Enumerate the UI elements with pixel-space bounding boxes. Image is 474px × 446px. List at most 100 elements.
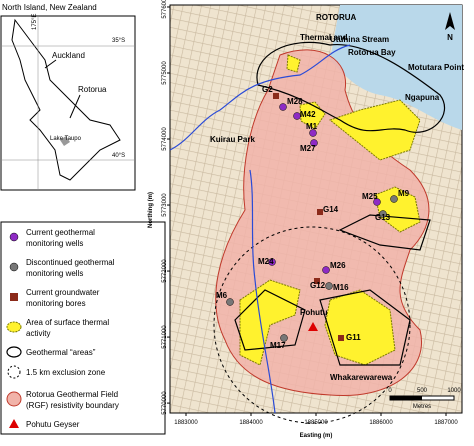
legend-symbol: [6, 391, 22, 407]
y-tick-label: 5776000: [162, 0, 168, 19]
well-marker: [390, 195, 398, 203]
well-marker: [279, 103, 287, 111]
inset-label: 40°S: [112, 153, 125, 159]
place-label: Kuirau Park: [210, 135, 255, 144]
well-marker: [309, 129, 317, 137]
legend-symbol: [6, 321, 22, 333]
y-tick-label: 5773000: [162, 193, 168, 217]
well-label: M17: [270, 341, 286, 350]
x-tick-label: 1883000: [174, 420, 198, 426]
inset-label: 175°E: [32, 14, 38, 30]
legend-symbol: [7, 365, 21, 379]
well-label: G13: [375, 213, 391, 222]
well-label: G2: [262, 85, 273, 94]
place-label: Motutara Point: [408, 63, 464, 72]
y-tick-label: 5770000: [162, 391, 168, 415]
map-marks: 1883000 1884000 1885000 1886000 1887000 57700…: [148, 0, 464, 439]
well-marker: [325, 282, 333, 290]
scale-label: 1000: [447, 388, 461, 394]
x-tick-label: 1887000: [434, 420, 458, 426]
well-marker: [317, 209, 323, 215]
north-island: [11, 18, 121, 181]
legend-label: Rotorua Geothermal Field: [26, 390, 118, 399]
exclusion-zone: [213, 226, 411, 424]
lake-taupo: [60, 136, 70, 146]
well-marker: [338, 335, 344, 341]
x-tick-label: 1885000: [304, 420, 328, 426]
pointer: [44, 59, 57, 69]
inset-label: Rotorua: [78, 85, 107, 94]
y-tick-label: 5774000: [162, 127, 168, 151]
scale-unit: Metres: [413, 404, 431, 410]
place-label: Whakarewarewa: [330, 373, 393, 382]
x-tick-label: 1886000: [369, 420, 393, 426]
inset-label: Auckland: [52, 51, 85, 60]
well-label: M26: [330, 261, 346, 270]
well-label: M16: [333, 283, 349, 292]
legend-label: Geothermal “areas”: [26, 348, 96, 357]
well-label: M25: [362, 192, 378, 201]
well-label: G11: [346, 333, 361, 342]
legend-label: (RGF) resistivity boundary: [26, 401, 119, 410]
legend-frame: [0, 221, 166, 435]
geothermal-area: [234, 41, 446, 366]
y-tick-label: 5772000: [162, 259, 168, 283]
inset-title: North Island, New Zealand: [2, 3, 97, 12]
legend-symbol: [6, 346, 22, 358]
place-label: ROTORUA: [316, 13, 357, 22]
well-label: M28: [287, 97, 303, 106]
well-marker: [310, 139, 318, 147]
scale-bar: [390, 396, 422, 400]
place-label: Utuhina Stream: [330, 35, 389, 44]
place-label: Rotorua Bay: [348, 48, 396, 57]
scale-label: 0: [388, 388, 392, 394]
well-label: G14: [323, 205, 339, 214]
well-label: M24: [258, 257, 274, 266]
well-marker: [226, 298, 234, 306]
well-label: M9: [398, 189, 410, 198]
legend-label: activity: [26, 329, 50, 338]
y-axis-title: Northing (m): [148, 192, 154, 228]
well-label: M6: [216, 291, 228, 300]
legend-symbol: [9, 262, 19, 272]
well-marker: [280, 334, 288, 342]
stream: [169, 44, 351, 414]
legend-symbol: [10, 293, 18, 301]
inset-label: 35°S: [112, 38, 125, 44]
well-label: M1: [306, 122, 318, 131]
legend-label: Current groundwater: [26, 288, 100, 297]
x-tick-label: 1884000: [239, 420, 263, 426]
well-marker: [322, 266, 330, 274]
scale-label: 500: [417, 388, 428, 394]
north-label: N: [447, 33, 453, 42]
well-marker: [379, 210, 387, 218]
well-label: M27: [300, 144, 316, 153]
legend-label: Discontinued geothermal: [26, 258, 115, 267]
place-label: Thermal and: [300, 33, 348, 42]
legend: Current geothermal monitoring wells Discon…: [6, 228, 119, 429]
well-marker: [373, 198, 381, 206]
well-marker: [273, 93, 279, 99]
legend-symbol: [9, 232, 19, 242]
legend-label: Area of surface thermal: [26, 318, 109, 327]
place-label: Ngapuna: [405, 93, 440, 102]
y-tick-label: 5771000: [162, 325, 168, 349]
place-label: Pohutu: [300, 308, 328, 317]
x-axis-title: Easting (m): [300, 433, 333, 439]
well-marker: [268, 258, 276, 266]
map: [169, 4, 463, 424]
north-arrow: [445, 12, 455, 30]
legend-label: monitoring bores: [26, 299, 86, 308]
well-marker: [314, 278, 320, 284]
legend-label: monitoring wells: [26, 269, 83, 278]
thermal-area: [239, 54, 421, 366]
lake-rotorua: [330, 5, 462, 130]
pointer: [69, 94, 81, 119]
legend-label: monitoring wells: [26, 239, 83, 248]
legend-symbol: [9, 419, 19, 428]
well-marker: [293, 112, 301, 120]
legend-label: Pohutu Geyser: [26, 420, 80, 429]
y-tick-label: 5775000: [162, 61, 168, 85]
geyser-marker: [308, 322, 318, 331]
